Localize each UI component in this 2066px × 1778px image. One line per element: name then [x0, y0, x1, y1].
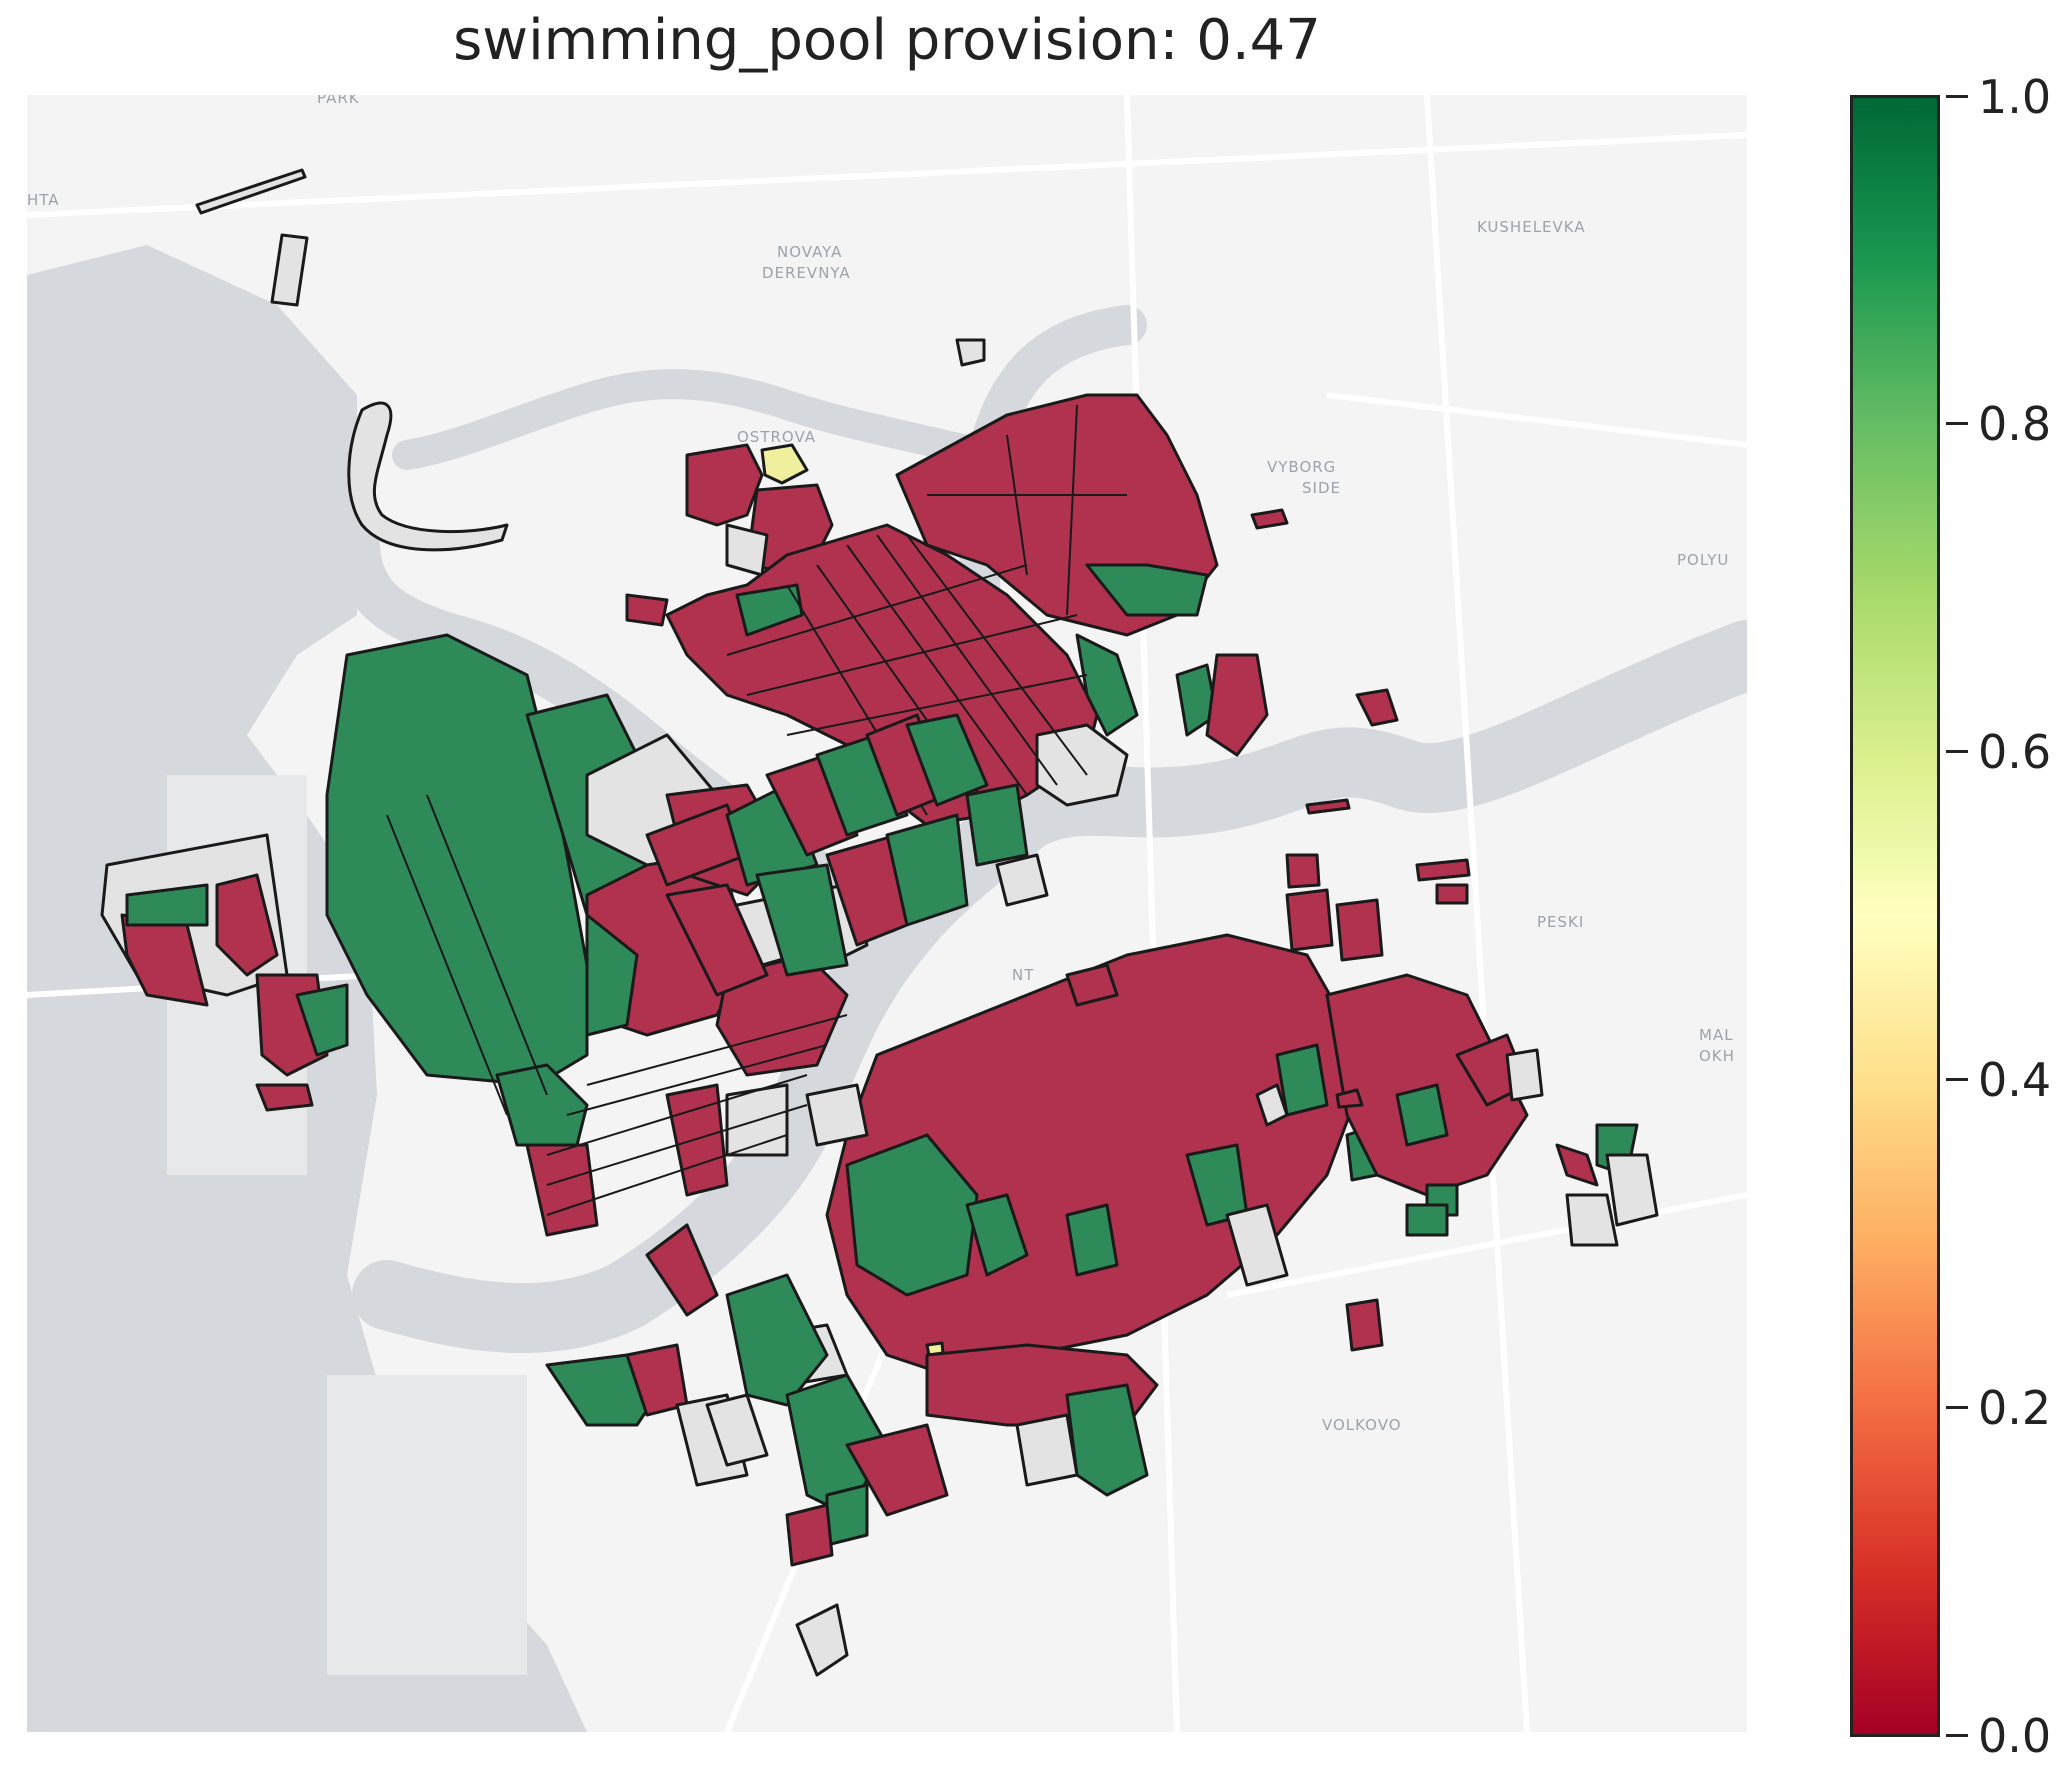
place-label: VOLKOVO	[1322, 1416, 1402, 1434]
block-low	[215, 873, 279, 977]
colorbar-tick-label: 1.0	[1978, 70, 2052, 124]
block-high	[325, 633, 589, 1087]
block-low	[665, 883, 769, 997]
block-high	[1075, 633, 1139, 737]
provision-map: PARK HTA NOVAYA DEREVNYA OSTROVA KUSHELE…	[27, 95, 1747, 1732]
colorbar-tick-label: 0.8	[1978, 397, 2052, 451]
block-high	[1275, 1043, 1329, 1117]
colorbar-tick	[1946, 422, 1968, 425]
block-low	[255, 1083, 314, 1112]
block-nodata	[955, 338, 986, 367]
block-low	[1415, 858, 1471, 882]
block-nodata	[805, 1083, 869, 1147]
block-mid	[760, 443, 809, 485]
block-low	[1335, 898, 1384, 962]
block-low	[645, 1223, 719, 1317]
block-low	[1435, 883, 1469, 905]
block-low	[1345, 1298, 1384, 1352]
block-low	[1305, 798, 1351, 815]
block-low	[525, 1143, 599, 1237]
block-low	[1250, 508, 1289, 530]
block-high	[295, 983, 349, 1057]
colorbar-tick	[1946, 1078, 1968, 1081]
block-nodata	[795, 1603, 849, 1677]
place-label: NOVAYA	[777, 243, 842, 261]
block-high	[125, 883, 209, 927]
place-label: SIDE	[1302, 479, 1341, 497]
place-label: VYBORG	[1267, 458, 1336, 476]
colorbar-tick-label: 0.6	[1978, 725, 2052, 779]
block-nodata	[1225, 1203, 1289, 1287]
block-high	[885, 813, 969, 927]
malaya-nevka	[392, 369, 1002, 470]
block-high	[965, 783, 1029, 867]
block-low	[1355, 688, 1399, 727]
block-nodata	[195, 168, 307, 215]
place-label: PESKI	[1537, 913, 1584, 931]
place-label: HTA	[27, 191, 60, 209]
map-title: swimming_pool provision: 0.47	[453, 8, 1321, 73]
place-label: MAL	[1699, 1026, 1734, 1044]
place-label: POLYU	[1677, 551, 1729, 569]
block-nodata	[995, 853, 1049, 907]
block-high	[825, 1483, 869, 1547]
block-low	[685, 443, 764, 527]
colorbar-tick	[1946, 750, 1968, 753]
block-high	[1085, 563, 1209, 617]
block-nodata	[1035, 723, 1129, 807]
block-high	[1395, 1083, 1449, 1147]
block-low	[785, 1503, 834, 1567]
colorbar-tick-label: 0.4	[1978, 1053, 2052, 1107]
block-high	[845, 1133, 979, 1297]
block-low	[1555, 1143, 1599, 1187]
block-nodata	[1015, 1413, 1079, 1487]
place-label: OSTROVA	[737, 428, 816, 446]
neva-river	[352, 620, 1747, 1354]
block-high	[735, 583, 804, 637]
place-label: PARK	[317, 95, 360, 107]
block-high	[725, 1273, 829, 1407]
block-nodata	[1255, 1083, 1289, 1127]
place-labels: PARK HTA NOVAYA DEREVNYA OSTROVA KUSHELE…	[27, 95, 1735, 1434]
block-nodata	[1565, 1193, 1619, 1247]
block-high	[905, 713, 989, 807]
block-nodata	[725, 523, 769, 577]
block-high	[495, 1063, 589, 1147]
colorbar	[1850, 95, 1940, 1737]
port-area-south	[327, 1375, 527, 1675]
block-low	[1335, 1088, 1364, 1109]
block-low	[1325, 973, 1529, 1197]
block-low	[1065, 963, 1119, 1007]
block-nodata	[347, 401, 509, 552]
colorbar-tick	[1946, 95, 1968, 98]
place-label: DEREVNYA	[762, 264, 851, 282]
place-label: KUSHELEVKA	[1477, 218, 1586, 236]
place-label: NT	[1012, 966, 1034, 984]
block-low	[845, 1423, 949, 1517]
block-low	[625, 593, 669, 627]
block-nodata	[705, 1393, 769, 1467]
block-high	[1405, 1203, 1449, 1237]
place-label: OKH	[1699, 1047, 1735, 1065]
block-nodata	[1505, 1048, 1544, 1102]
colorbar-tick-label: 0.2	[1978, 1381, 2052, 1435]
block-high	[755, 863, 849, 977]
colorbar-tick	[1946, 1734, 1968, 1737]
block-high	[965, 1193, 1029, 1277]
block-nodata	[1605, 1153, 1659, 1227]
block-high	[585, 913, 639, 1037]
block-high	[1065, 1203, 1119, 1277]
colorbar-tick-label: 0.0	[1978, 1709, 2052, 1763]
block-low	[1285, 888, 1334, 952]
block-low	[1285, 853, 1321, 889]
block-low	[1205, 653, 1269, 757]
colorbar-tick	[1946, 1406, 1968, 1409]
block-nodata	[270, 233, 309, 307]
